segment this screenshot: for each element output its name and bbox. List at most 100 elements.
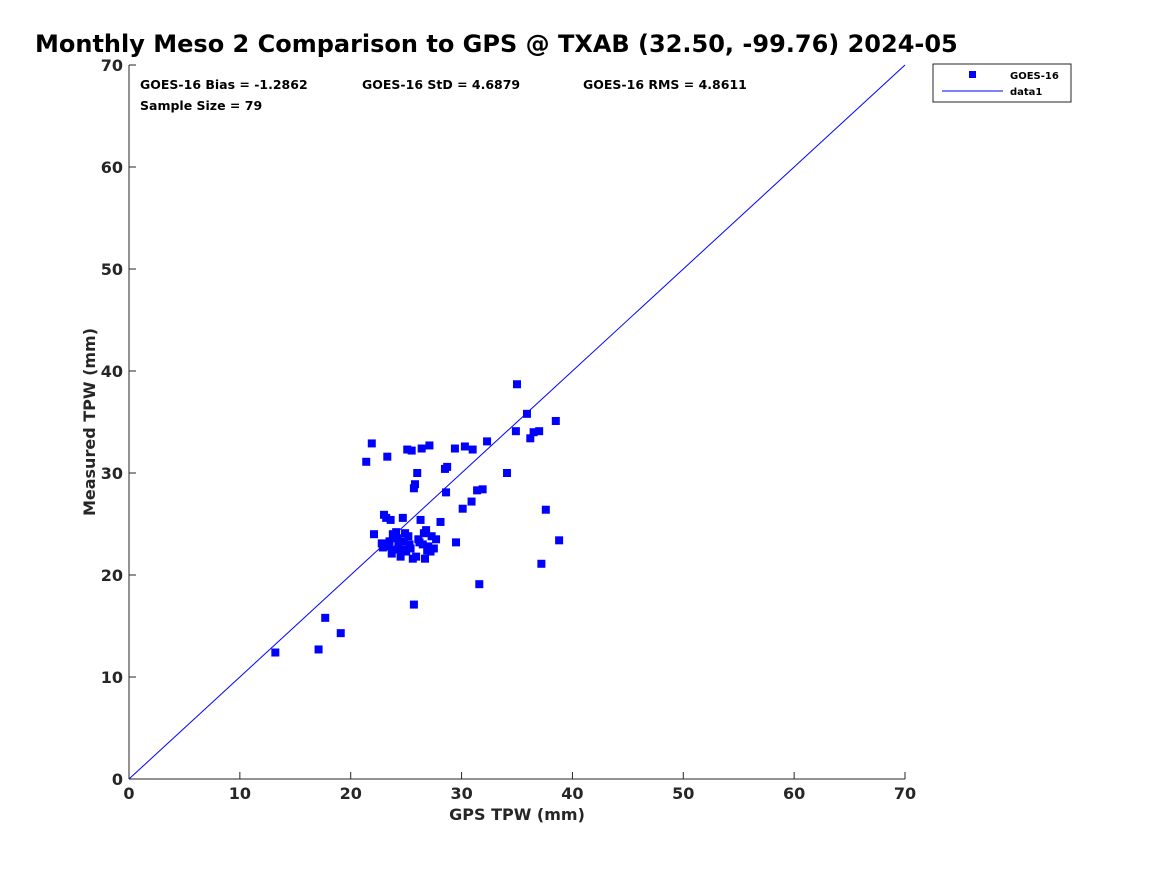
data-point: [409, 600, 418, 609]
data-point: [413, 469, 422, 477]
data-point: [393, 534, 402, 543]
data-point: [422, 526, 431, 535]
data-point: [384, 542, 393, 551]
data-point: [388, 530, 397, 539]
data-point: [412, 552, 421, 561]
y-tick-label: 30: [101, 464, 123, 483]
data-point: [551, 416, 560, 425]
data-point: [405, 540, 414, 549]
legend-label-data1: data1: [1010, 87, 1042, 98]
data-point: [483, 437, 492, 446]
data-point: [398, 513, 407, 522]
x-tick-label: 40: [561, 784, 583, 803]
stat-sample-size: Sample Size = 79: [140, 98, 262, 113]
data-point: [396, 552, 405, 561]
data-point: [409, 484, 418, 493]
data-point: [382, 513, 391, 522]
y-tick-label: 60: [101, 158, 123, 177]
data-point: [386, 515, 395, 524]
data-point: [473, 486, 482, 495]
data-point: [427, 532, 436, 541]
data-point: [467, 497, 476, 506]
y-tick-label: 40: [101, 362, 123, 381]
identity-line: [128, 64, 906, 780]
data-point: [367, 439, 376, 448]
data-point: [314, 645, 323, 654]
legend-label-goes16: GOES-16: [1010, 71, 1059, 82]
x-tick-label: 60: [783, 784, 805, 803]
stat-std: GOES-16 StD = 4.6879: [362, 77, 520, 92]
data-point: [378, 543, 387, 552]
stat-rms: GOES-16 RMS = 4.8611: [583, 77, 747, 92]
data-point: [429, 544, 438, 553]
data-point: [503, 469, 512, 477]
legend-marker-goes16: [969, 71, 976, 78]
stat-bias: GOES-16 Bias = -1.2862: [140, 77, 308, 92]
data-point: [415, 538, 424, 547]
data-point: [416, 515, 425, 524]
x-tick-label: 30: [450, 784, 472, 803]
data-point: [541, 505, 550, 514]
data-point: [397, 545, 406, 554]
data-point: [468, 445, 477, 454]
y-axis-label: Measured TPW (mm): [80, 328, 99, 516]
data-point: [362, 457, 371, 466]
data-point: [442, 488, 451, 497]
chart-title: Monthly Meso 2 Comparison to GPS @ TXAB …: [35, 30, 958, 58]
y-tick-label: 50: [101, 260, 123, 279]
data-point: [475, 580, 484, 589]
data-point: [377, 539, 386, 548]
data-point: [391, 545, 400, 554]
data-point: [555, 536, 564, 545]
data-point: [411, 480, 420, 489]
data-point: [423, 546, 432, 555]
x-tick-label: 0: [123, 784, 134, 803]
data-point: [420, 554, 429, 563]
data-point: [383, 452, 392, 461]
data-point: [394, 540, 403, 549]
data-point: [478, 485, 487, 494]
data-point: [399, 537, 408, 546]
x-tick-label: 70: [894, 784, 916, 803]
y-tick-label: 20: [101, 566, 123, 585]
plot-area: [128, 65, 905, 780]
data-point: [535, 427, 544, 436]
data-point: [432, 535, 441, 544]
data-point: [529, 428, 538, 437]
data-point: [406, 544, 415, 553]
y-tick-label: 0: [112, 770, 123, 789]
data-point: [404, 532, 413, 541]
data-point: [436, 517, 445, 526]
data-point: [537, 559, 546, 568]
x-tick-label: 50: [672, 784, 694, 803]
y-tick-label: 70: [101, 56, 123, 75]
data-point: [460, 442, 469, 451]
legend-box: [932, 63, 1072, 103]
data-point: [321, 613, 330, 622]
x-tick-label: 10: [229, 784, 251, 803]
data-point: [271, 648, 280, 657]
data-point: [336, 629, 345, 638]
y-ticks: 0 10 20 30 40 50 60 70: [101, 56, 136, 789]
data-point: [522, 409, 531, 418]
data-point: [402, 547, 411, 556]
data-point: [403, 445, 412, 454]
x-ticks: 0 10 20 30 40 50 60 70: [123, 772, 916, 803]
data-point: [450, 444, 459, 453]
x-axis-label: GPS TPW (mm): [449, 805, 585, 824]
data-point: [369, 530, 378, 539]
data-point: [511, 427, 520, 436]
data-point: [407, 446, 416, 455]
data-point: [425, 441, 434, 450]
data-point: [452, 538, 461, 547]
data-point: [513, 380, 521, 389]
x-tick-label: 20: [340, 784, 362, 803]
scatter-points: [271, 380, 564, 657]
data-point: [443, 462, 452, 471]
data-point: [385, 537, 394, 546]
y-tick-label: 10: [101, 668, 123, 687]
data-point: [424, 542, 433, 551]
data-point: [458, 504, 467, 513]
legend: GOES-16 data1: [932, 63, 1072, 103]
